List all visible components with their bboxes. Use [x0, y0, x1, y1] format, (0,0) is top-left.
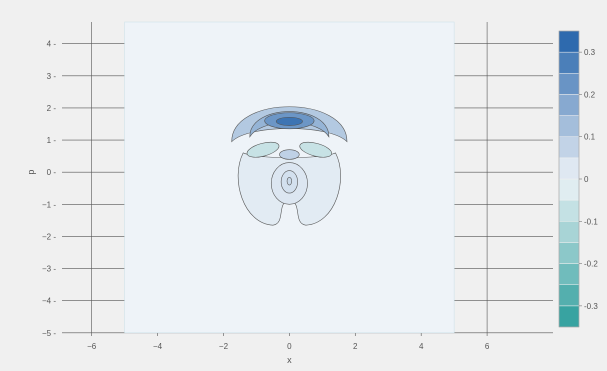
colorbar-segment [558, 30, 580, 53]
contour-level-negative [299, 141, 333, 158]
y-axis-title: p [26, 170, 36, 175]
colorbar-tick-label: 0.1 [584, 133, 596, 142]
colorbar-tick-label: 0.2 [584, 90, 596, 99]
y-tick-label: −5 - [42, 329, 56, 338]
colorbar-tick-label: -0.2 [584, 260, 598, 269]
colorbar: -0.3 -0.2 -0.1 0 0.1 0.2 0.3 [558, 30, 598, 328]
colorbar-segment [558, 136, 580, 159]
y-tick-label: 0 - [47, 168, 57, 177]
y-tick-label: 1 - [47, 136, 57, 145]
contour-level [279, 149, 300, 160]
y-axis: −5 - −4 - −3 - −2 - −1 - 0 - 1 - 2 - 3 - 4 - [42, 40, 56, 338]
y-tick-label: 2 - [47, 104, 57, 113]
colorbar-tick-label: -0.1 [584, 217, 598, 226]
colorbar-segment [558, 178, 580, 201]
colorbar-tick-label: 0 [584, 175, 589, 184]
y-tick-label: 3 - [47, 72, 57, 81]
colorbar-tick-label: 0.3 [584, 48, 596, 57]
colorbar-segment [558, 305, 580, 328]
x-tick-label: −2 [219, 342, 229, 351]
colorbar-tick-label: -0.3 [584, 302, 598, 311]
x-tick-label: −4 [153, 342, 163, 351]
colorbar-segment [558, 263, 580, 285]
x-axis: −6 −4 −2 0 2 4 6 [87, 342, 490, 351]
y-tick-label: −1 - [42, 200, 56, 209]
y-tick-label: −3 - [42, 265, 56, 274]
colorbar-segment [558, 199, 580, 222]
colorbar-segment [558, 157, 580, 180]
contour-lines [231, 106, 348, 226]
colorbar-segment [558, 51, 580, 74]
contour-level-negative [246, 141, 280, 158]
colorbar-segment [558, 221, 580, 243]
x-tick-label: 2 [353, 342, 358, 351]
x-tick-label: 4 [419, 342, 424, 351]
x-axis-title: x [287, 355, 292, 365]
colorbar-segment [558, 115, 580, 137]
colorbar-segment [558, 94, 580, 116]
y-tick-label: 4 - [47, 40, 57, 49]
x-tick-label: 0 [287, 342, 292, 351]
contour-level [286, 177, 292, 186]
colorbar-segment [558, 242, 580, 264]
y-tick-label: −4 - [42, 297, 56, 306]
contour-level [275, 116, 303, 126]
colorbar-segment [558, 284, 580, 307]
y-tick-label: −2 - [42, 232, 56, 241]
x-tick-label: −6 [87, 342, 97, 351]
colorbar-segment [558, 73, 580, 95]
x-tick-label: 6 [485, 342, 490, 351]
